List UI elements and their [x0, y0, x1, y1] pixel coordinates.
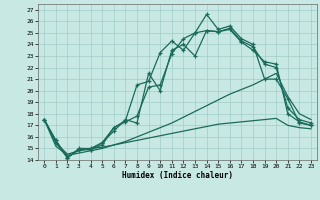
X-axis label: Humidex (Indice chaleur): Humidex (Indice chaleur)	[122, 171, 233, 180]
